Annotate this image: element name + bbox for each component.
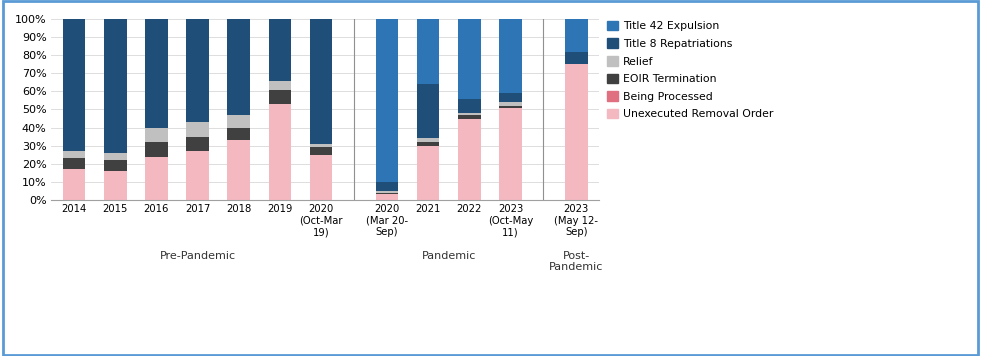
Bar [269,104,291,200]
Bar [186,122,209,137]
Bar [63,158,85,169]
Bar [228,127,250,140]
Bar [417,146,439,200]
Bar [565,19,588,52]
Bar [458,119,481,200]
Bar [310,19,333,144]
Bar [499,93,522,102]
Bar [417,142,439,146]
Bar [228,115,250,127]
Bar [417,84,439,138]
Bar [186,137,209,151]
Bar [145,19,168,127]
Bar [186,19,209,122]
Bar [458,99,481,113]
Bar [376,19,398,182]
Bar [104,160,127,171]
Bar [145,127,168,142]
Bar [186,151,209,200]
Bar [565,52,588,64]
Bar [376,182,398,191]
Bar [228,140,250,200]
Legend: Title 42 Expulsion, Title 8 Repatriations, Relief, EOIR Termination, Being Proce: Title 42 Expulsion, Title 8 Repatriation… [607,21,774,119]
Bar [145,157,168,200]
Bar [376,193,398,194]
Text: Post-
Pandemic: Post- Pandemic [549,251,603,272]
Bar [104,171,127,200]
Bar [499,102,522,106]
Bar [376,191,398,193]
Bar [417,138,439,142]
Bar [269,90,291,104]
Bar [417,19,439,84]
Bar [63,19,85,151]
Bar [499,108,522,200]
Bar [458,113,481,115]
Bar [458,115,481,119]
Bar [63,151,85,158]
Text: Pandemic: Pandemic [422,251,476,261]
Bar [310,147,333,155]
Bar [565,64,588,200]
Bar [310,155,333,200]
Bar [269,80,291,90]
Bar [499,19,522,93]
Bar [310,144,333,147]
Bar [104,19,127,153]
Text: Pre-Pandemic: Pre-Pandemic [160,251,235,261]
Bar [458,19,481,99]
Bar [499,106,522,108]
Bar [104,153,127,160]
Bar [63,169,85,200]
Bar [228,19,250,115]
Bar [269,19,291,80]
Bar [376,194,398,200]
Bar [145,142,168,157]
